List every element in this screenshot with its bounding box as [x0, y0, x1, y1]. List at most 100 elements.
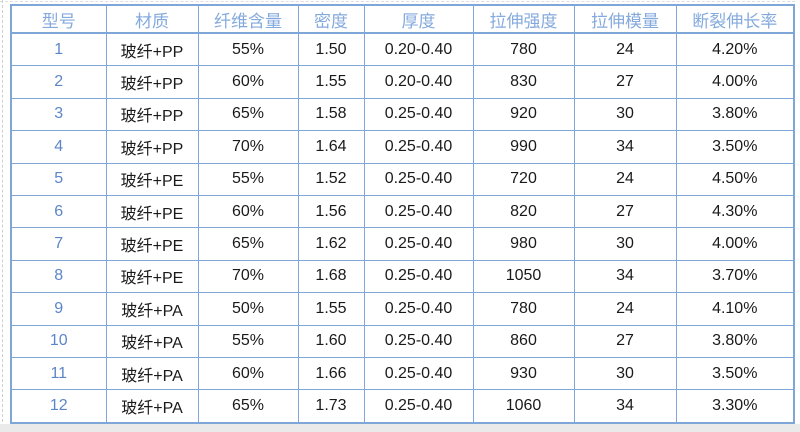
table-cell: 玻纤+PP [105, 65, 199, 99]
row-number-cell: 5 [10, 162, 107, 196]
column-header-8: 断裂伸长率 [675, 4, 795, 34]
page-break-line-top [0, 1, 795, 2]
table-cell: 780 [472, 292, 575, 326]
table-cell: 玻纤+PA [105, 324, 199, 358]
table-cell: 34 [573, 130, 677, 164]
row-number-cell: 4 [10, 130, 107, 164]
row-number-cell: 12 [10, 389, 107, 424]
table-cell: 1.64 [297, 130, 365, 164]
table-row: 12 玻纤+PA 65% 1.73 0.25-0.40 1060 34 3.30% [10, 389, 795, 424]
table-cell: 0.25-0.40 [363, 194, 474, 229]
table-cell: 3.70% [675, 259, 795, 294]
table-cell: 920 [472, 97, 575, 132]
table-cell: 玻纤+PE [105, 227, 199, 261]
table-row: 6 玻纤+PE 60% 1.56 0.25-0.40 820 27 4.30% [10, 194, 795, 229]
column-header-7: 拉伸模量 [573, 4, 677, 34]
table-cell: 27 [573, 65, 677, 99]
table-cell: 860 [472, 324, 575, 358]
table-cell: 0.20-0.40 [363, 65, 474, 99]
table-cell: 70% [197, 259, 299, 294]
table-cell: 720 [472, 162, 575, 196]
sheet-bottom-band [0, 424, 800, 432]
materials-spec-table: 型号 材质 纤维含量 密度 厚度 拉伸强度 拉伸模量 断裂伸长率 1 玻纤+PP 55% 1.50 0… [10, 4, 795, 424]
row-number-cell: 11 [10, 356, 107, 391]
table-cell: 60% [197, 194, 299, 229]
table-cell: 1.66 [297, 356, 365, 391]
table-cell: 30 [573, 356, 677, 391]
row-number-cell: 10 [10, 324, 107, 358]
table-cell: 4.00% [675, 65, 795, 99]
table-cell: 3.50% [675, 356, 795, 391]
table-cell: 780 [472, 32, 575, 67]
table-cell: 820 [472, 194, 575, 229]
row-number-cell: 9 [10, 292, 107, 326]
table-row: 3 玻纤+PP 65% 1.58 0.25-0.40 920 30 3.80% [10, 97, 795, 132]
table-cell: 65% [197, 97, 299, 132]
table-cell: 玻纤+PE [105, 162, 199, 196]
table-cell: 3.50% [675, 130, 795, 164]
row-number-cell: 7 [10, 227, 107, 261]
table-cell: 830 [472, 65, 575, 99]
table-cell: 3.80% [675, 324, 795, 358]
table-cell: 1.55 [297, 65, 365, 99]
table-cell: 60% [197, 356, 299, 391]
table-cell: 4.00% [675, 227, 795, 261]
table-cell: 27 [573, 194, 677, 229]
table-cell: 0.25-0.40 [363, 227, 474, 261]
table-cell: 4.50% [675, 162, 795, 196]
table-cell: 玻纤+PA [105, 292, 199, 326]
table-cell: 玻纤+PE [105, 194, 199, 229]
table-cell: 27 [573, 324, 677, 358]
table-cell: 4.30% [675, 194, 795, 229]
table-cell: 0.20-0.40 [363, 32, 474, 67]
table-cell: 0.25-0.40 [363, 324, 474, 358]
table-row: 2 玻纤+PP 60% 1.55 0.20-0.40 830 27 4.00% [10, 65, 795, 99]
table-row: 1 玻纤+PP 55% 1.50 0.20-0.40 780 24 4.20% [10, 32, 795, 67]
table-cell: 1.55 [297, 292, 365, 326]
table-cell: 玻纤+PA [105, 356, 199, 391]
table-cell: 3.30% [675, 389, 795, 424]
page-break-line-left [2, 0, 3, 422]
row-number-cell: 1 [10, 32, 107, 67]
table-cell: 1.68 [297, 259, 365, 294]
table-cell: 1.62 [297, 227, 365, 261]
row-number-cell: 8 [10, 259, 107, 294]
table-cell: 65% [197, 389, 299, 424]
table-cell: 24 [573, 292, 677, 326]
column-header-6: 拉伸强度 [472, 4, 575, 34]
table-cell: 玻纤+PP [105, 130, 199, 164]
header-row: 型号 材质 纤维含量 密度 厚度 拉伸强度 拉伸模量 断裂伸长率 [10, 4, 795, 34]
row-number-cell: 3 [10, 97, 107, 132]
column-header-3: 纤维含量 [197, 4, 299, 34]
table-row: 11 玻纤+PA 60% 1.66 0.25-0.40 930 30 3.50% [10, 356, 795, 391]
table-body: 1 玻纤+PP 55% 1.50 0.20-0.40 780 24 4.20% 2 玻纤+PP 60… [10, 32, 795, 424]
table-row: 8 玻纤+PE 70% 1.68 0.25-0.40 1050 34 3.70% [10, 259, 795, 294]
table-row: 9 玻纤+PA 50% 1.55 0.25-0.40 780 24 4.10% [10, 292, 795, 326]
table-cell: 55% [197, 324, 299, 358]
table-cell: 1.56 [297, 194, 365, 229]
table-cell: 24 [573, 32, 677, 67]
table-cell: 玻纤+PP [105, 97, 199, 132]
table-cell: 0.25-0.40 [363, 356, 474, 391]
table-cell: 24 [573, 162, 677, 196]
table-cell: 980 [472, 227, 575, 261]
table-cell: 3.80% [675, 97, 795, 132]
table-row: 5 玻纤+PE 55% 1.52 0.25-0.40 720 24 4.50% [10, 162, 795, 196]
table-cell: 4.10% [675, 292, 795, 326]
table-cell: 30 [573, 97, 677, 132]
table-cell: 0.25-0.40 [363, 389, 474, 424]
table-cell: 1.58 [297, 97, 365, 132]
table-cell: 1050 [472, 259, 575, 294]
table-row: 10 玻纤+PA 55% 1.60 0.25-0.40 860 27 3.80% [10, 324, 795, 358]
table-cell: 65% [197, 227, 299, 261]
table-row: 7 玻纤+PE 65% 1.62 0.25-0.40 980 30 4.00% [10, 227, 795, 261]
table-cell: 1.52 [297, 162, 365, 196]
column-header-4: 密度 [297, 4, 365, 34]
table-cell: 0.25-0.40 [363, 162, 474, 196]
table-cell: 50% [197, 292, 299, 326]
table-cell: 60% [197, 65, 299, 99]
table-cell: 55% [197, 162, 299, 196]
column-header-2: 材质 [105, 4, 199, 34]
table-cell: 1.73 [297, 389, 365, 424]
table-cell: 玻纤+PP [105, 32, 199, 67]
